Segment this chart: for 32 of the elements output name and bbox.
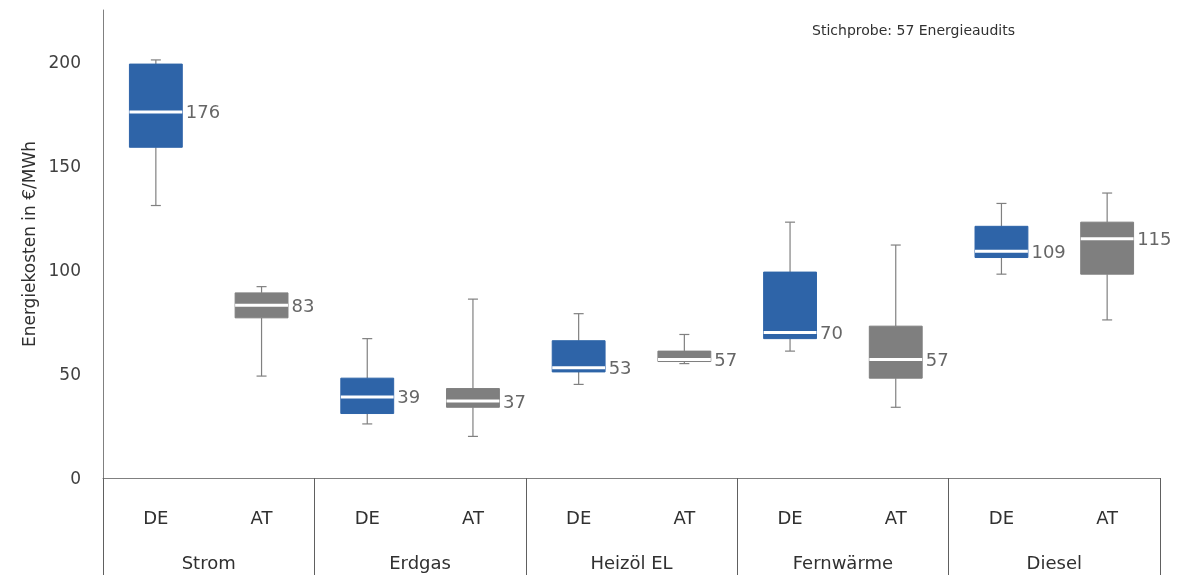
text: 83 [291, 294, 315, 316]
text: Erdgas [389, 551, 451, 573]
text: Strom [181, 551, 236, 573]
text: 115 [1137, 228, 1172, 250]
x-tick-label: DE [777, 506, 803, 528]
x-tick-label: DE [988, 506, 1015, 528]
x-tick-label: DE [566, 506, 592, 528]
text: Heizöl EL [590, 551, 673, 573]
x-tick-label: AT [461, 506, 485, 528]
y-tick-label: 50 [59, 364, 81, 384]
text: 57 [925, 348, 949, 370]
text: Fernwärme [792, 551, 894, 573]
text: 57 [714, 348, 738, 370]
text: 39 [397, 386, 421, 408]
text: 176 [185, 101, 221, 123]
x-tick-label: DE [354, 506, 380, 528]
text: 37 [502, 390, 526, 412]
y-tick-label: 0 [70, 468, 81, 488]
x-tick-label: AT [884, 506, 908, 528]
y-axis-title: Energiekosten in €/MWh [19, 140, 40, 348]
y-tick-label: 100 [48, 260, 81, 280]
text: Diesel [1026, 551, 1082, 573]
x-tick-label: DE [143, 506, 169, 528]
x-tick-label: AT [1096, 506, 1120, 528]
text: 53 [608, 357, 632, 379]
text: 109 [1031, 240, 1066, 262]
y-tick-label: 200 [48, 52, 81, 72]
text: Stichprobe: 57 Energieaudits [812, 22, 1016, 38]
x-tick-label: AT [250, 506, 274, 528]
x-tick-label: AT [673, 506, 697, 528]
text: 70 [820, 321, 843, 343]
y-tick-label: 150 [48, 156, 81, 176]
